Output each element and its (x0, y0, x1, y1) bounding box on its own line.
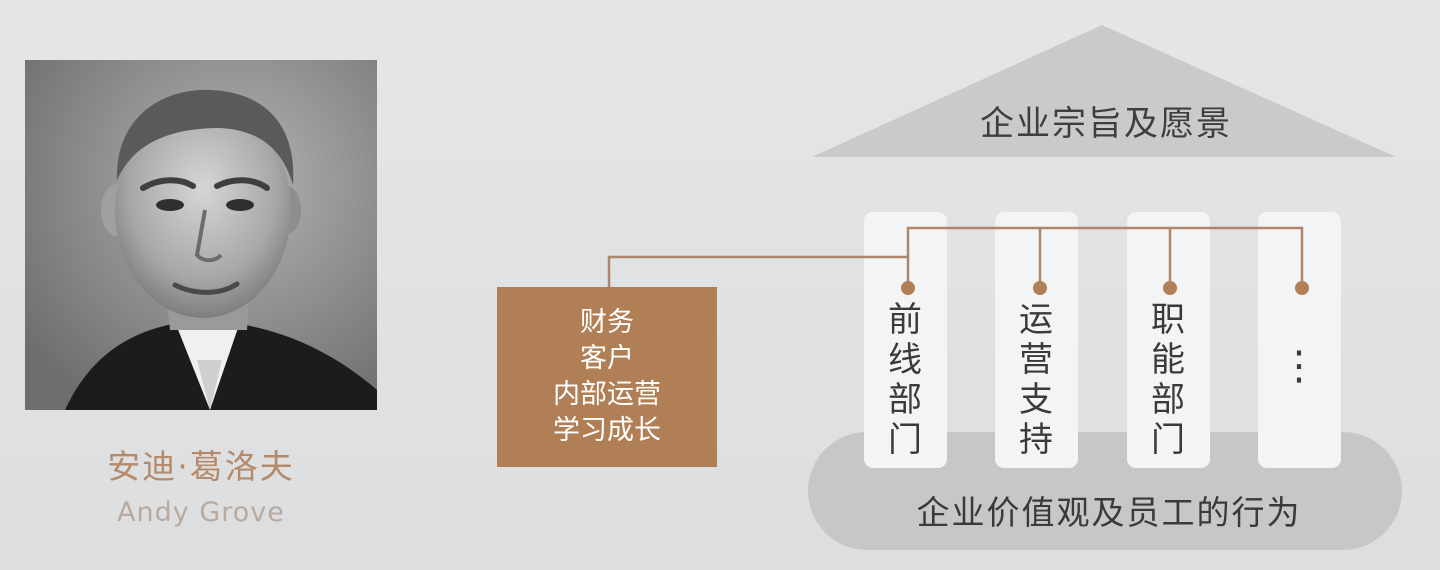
pillar-shape (1127, 212, 1210, 468)
portrait-photo (25, 60, 377, 410)
pillar-shape (995, 212, 1078, 468)
scorecard-item-customer: 客户 (580, 343, 634, 374)
scorecard-item-internal-ops: 内部运营 (553, 379, 661, 410)
scorecard-item-finance: 财务 (580, 307, 634, 338)
pillar-label-functional: 职 能 部 门 (1151, 300, 1185, 460)
pillar-label-more: ⋮ (1279, 343, 1319, 389)
base-label: 企业价值观及员工的行为 (916, 493, 1302, 532)
connector-dot (901, 281, 915, 295)
person-name-en: Andy Grove (117, 497, 285, 528)
connector-dot (1033, 281, 1047, 295)
pillar-shape (1258, 212, 1341, 468)
connector-dot (1163, 281, 1177, 295)
pillar-label-operations: 运 营 支 持 (1019, 300, 1053, 460)
base-shape (808, 432, 1402, 550)
person-name-cn: 安迪·葛洛夫 (107, 447, 295, 486)
pillar-shape (864, 212, 947, 468)
roof-shape (812, 25, 1396, 157)
connector-line (906, 226, 1304, 287)
balanced-scorecard-box: 财务 客户 内部运营 学习成长 (497, 287, 717, 467)
scorecard-item-learning: 学习成长 (553, 415, 661, 446)
connector-dot (1295, 281, 1309, 295)
pillar-label-frontline: 前 线 部 门 (888, 300, 922, 460)
roof-label: 企业宗旨及愿景 (980, 104, 1232, 144)
connector-line (607, 255, 908, 287)
